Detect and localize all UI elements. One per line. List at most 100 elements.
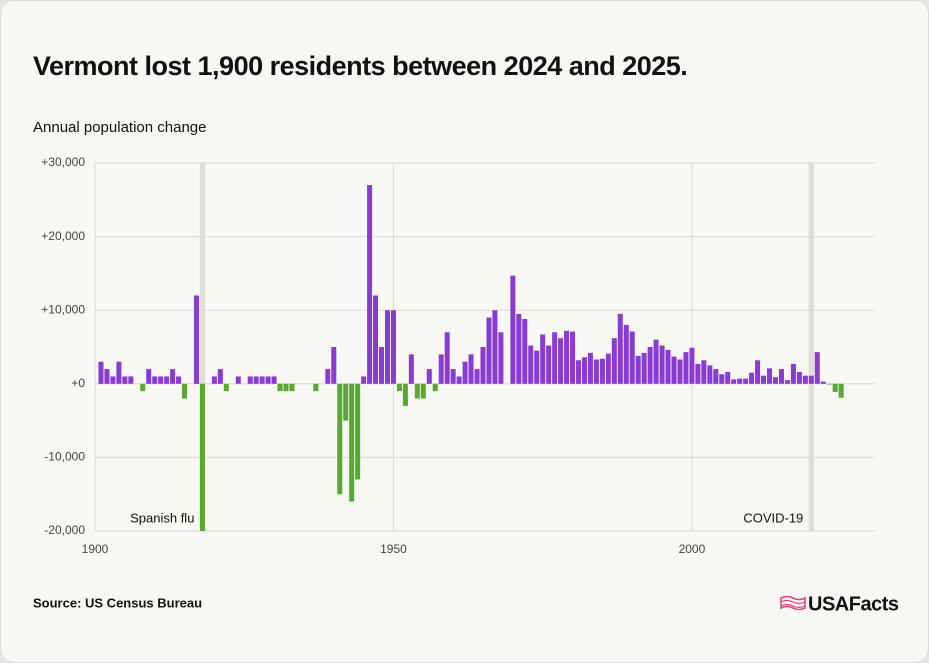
- bar: [516, 313, 522, 384]
- brand-logo: USAFacts: [780, 593, 899, 615]
- bar: [546, 345, 552, 384]
- bar: [253, 376, 259, 384]
- bar: [170, 369, 176, 384]
- bar: [384, 310, 390, 384]
- annotation: COVID-19: [743, 510, 803, 525]
- bar: [414, 383, 420, 399]
- bar: [343, 383, 349, 421]
- source: Source: US Census Bureau: [33, 595, 202, 610]
- bar: [695, 363, 701, 384]
- bar: [408, 354, 414, 384]
- bar: [576, 360, 582, 384]
- bar: [605, 353, 611, 384]
- y-tick-label: -20,000: [44, 523, 85, 537]
- bar: [432, 383, 438, 392]
- bar: [665, 349, 671, 384]
- bar: [814, 352, 820, 384]
- bar: [820, 381, 826, 384]
- bar: [367, 185, 373, 384]
- bar: [462, 361, 468, 384]
- bar: [438, 354, 444, 384]
- bar: [641, 352, 647, 384]
- bar: [402, 383, 408, 406]
- bar: [522, 319, 528, 384]
- bar: [611, 338, 617, 384]
- bar: [689, 347, 695, 384]
- bar: [128, 376, 134, 384]
- bar: [761, 375, 767, 384]
- bar: [176, 376, 182, 384]
- bar: [396, 383, 402, 392]
- bar: [355, 383, 361, 480]
- bar: [623, 324, 629, 384]
- bar: [707, 365, 713, 384]
- bar: [259, 376, 265, 384]
- bar: [450, 369, 456, 384]
- bar: [767, 368, 773, 384]
- bar: [98, 361, 104, 384]
- bar: [199, 383, 205, 531]
- brand-name: USAFacts: [808, 593, 899, 615]
- bar: [283, 383, 289, 392]
- bar: [182, 383, 188, 399]
- bar: [510, 275, 516, 384]
- chart-title: Vermont lost 1,900 residents between 202…: [33, 51, 687, 81]
- bar: [426, 369, 432, 384]
- bar: [456, 376, 462, 384]
- bar: [629, 331, 635, 384]
- bar: [211, 376, 217, 384]
- bar: [271, 376, 277, 384]
- bar: [158, 376, 164, 384]
- bar: [289, 383, 295, 392]
- bar: [164, 376, 170, 384]
- bar: [534, 350, 540, 384]
- bar: [116, 361, 122, 384]
- bar: [498, 332, 504, 384]
- x-tick-label: 1900: [82, 542, 109, 556]
- event-band: [199, 163, 206, 531]
- bar: [265, 376, 271, 384]
- bar: [808, 375, 814, 384]
- bar: [838, 383, 844, 398]
- bar: [235, 376, 241, 384]
- y-tick-label: +10,000: [41, 302, 85, 316]
- y-tick-label: -10,000: [44, 450, 85, 464]
- bar: [796, 372, 802, 384]
- bar: [420, 383, 426, 399]
- x-tick-label: 2000: [679, 542, 706, 556]
- bar: [784, 380, 790, 384]
- bar: [331, 347, 337, 384]
- bar: [373, 295, 379, 384]
- bar: [247, 376, 253, 384]
- bar: [826, 383, 832, 385]
- bar: [749, 372, 755, 384]
- bar: [587, 352, 593, 384]
- bar: [731, 379, 737, 384]
- y-tick-label: +20,000: [41, 229, 85, 243]
- bar: [653, 339, 659, 384]
- bar: [635, 355, 641, 384]
- bar: [772, 377, 778, 384]
- bar: [617, 313, 623, 384]
- bar: [647, 347, 653, 384]
- bar: [152, 376, 158, 384]
- y-tick-label: +30,000: [41, 155, 85, 169]
- bar: [659, 345, 665, 384]
- bar: [755, 360, 761, 384]
- bar: [444, 332, 450, 384]
- bar: [713, 369, 719, 384]
- bar: [802, 375, 808, 384]
- bar: [564, 330, 570, 384]
- bar: [277, 383, 283, 392]
- bar: [832, 383, 838, 392]
- bar: [725, 372, 731, 384]
- y-axis-label: Annual population change: [33, 119, 206, 136]
- bar: [104, 369, 110, 384]
- bar: [140, 383, 146, 392]
- bar: [337, 383, 343, 495]
- bar: [719, 374, 725, 384]
- bar: [701, 360, 707, 384]
- bar: [671, 356, 677, 384]
